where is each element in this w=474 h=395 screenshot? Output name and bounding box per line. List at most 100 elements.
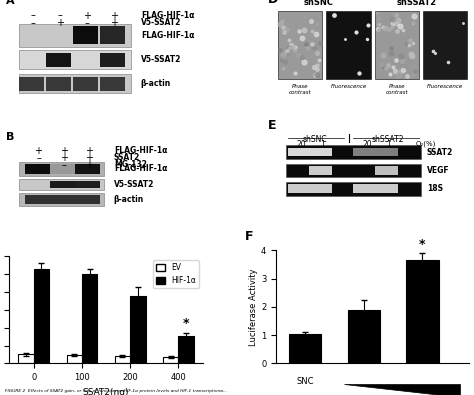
Bar — [75, 181, 100, 188]
Text: O₂(%): O₂(%) — [415, 140, 436, 147]
Bar — [50, 195, 75, 204]
Text: FIGURE 2  Effects of SSAT2 gain- or loss-of function on HIF-1α protein levels an: FIGURE 2 Effects of SSAT2 gain- or loss-… — [5, 389, 227, 393]
Text: D: D — [268, 0, 279, 6]
Text: –: – — [30, 11, 35, 21]
Bar — [25, 195, 50, 204]
Text: +: + — [60, 145, 68, 156]
Text: shSSAT2: shSSAT2 — [372, 135, 404, 144]
Bar — [178, 336, 194, 363]
Text: V5-SSAT2: V5-SSAT2 — [114, 180, 154, 189]
Text: –: – — [57, 11, 62, 21]
Text: +: + — [35, 145, 43, 156]
X-axis label: SSAT2(ng): SSAT2(ng) — [83, 387, 129, 395]
Text: V5-SSAT2: V5-SSAT2 — [141, 19, 181, 28]
Text: FLAG-HIF-1α: FLAG-HIF-1α — [114, 164, 167, 173]
Text: F: F — [245, 231, 254, 243]
Text: 20: 20 — [362, 140, 372, 149]
Bar — [73, 26, 98, 44]
Bar — [46, 53, 71, 67]
Bar — [18, 354, 34, 363]
Bar — [309, 184, 332, 193]
Bar — [50, 164, 75, 174]
Bar — [286, 182, 421, 196]
Bar — [100, 53, 126, 67]
Bar — [309, 148, 332, 156]
Bar — [326, 11, 371, 79]
Text: Phase
contrast: Phase contrast — [289, 84, 311, 95]
Bar — [50, 181, 75, 188]
Text: 18S: 18S — [427, 184, 443, 193]
Text: +: + — [85, 153, 93, 163]
Text: Fluorescence: Fluorescence — [427, 84, 463, 89]
Y-axis label: Luciferase Activity: Luciferase Activity — [249, 268, 258, 346]
Text: SNC: SNC — [297, 377, 314, 386]
Bar — [406, 260, 438, 363]
Text: 1: 1 — [386, 140, 391, 149]
Text: β-actin: β-actin — [114, 195, 144, 204]
Bar — [374, 11, 419, 79]
Legend: EV, HIF-1α: EV, HIF-1α — [153, 260, 199, 288]
Bar — [100, 26, 126, 44]
Bar — [19, 77, 44, 90]
Bar — [19, 24, 131, 47]
Bar — [100, 77, 126, 90]
Text: –: – — [36, 153, 41, 163]
Text: +: + — [85, 145, 93, 156]
Bar — [423, 11, 467, 79]
Bar — [163, 357, 178, 363]
Bar — [115, 356, 130, 363]
Text: –: – — [84, 19, 89, 28]
Text: 1: 1 — [320, 140, 325, 149]
Bar — [374, 166, 398, 175]
Bar — [309, 166, 332, 175]
Text: shSSAT2: shSSAT2 — [397, 0, 437, 7]
Bar — [286, 145, 421, 159]
Text: +: + — [110, 19, 118, 28]
Text: *: * — [183, 317, 190, 330]
Text: shSNC: shSNC — [302, 135, 327, 144]
Bar — [130, 295, 146, 363]
Text: +: + — [60, 153, 68, 163]
Text: 20: 20 — [296, 140, 306, 149]
Bar — [286, 164, 421, 177]
Text: +: + — [110, 11, 118, 21]
Bar — [66, 356, 82, 363]
Text: MG-132: MG-132 — [114, 160, 146, 169]
Bar — [19, 50, 131, 70]
Bar — [278, 11, 322, 79]
Text: SSAT2: SSAT2 — [427, 148, 453, 157]
Bar — [19, 74, 131, 93]
Bar — [34, 269, 49, 363]
Bar — [289, 334, 321, 363]
Bar — [288, 184, 311, 193]
Text: *: * — [419, 238, 426, 251]
Bar — [25, 164, 50, 174]
Text: A: A — [6, 0, 14, 6]
Bar — [82, 274, 97, 363]
Bar — [46, 77, 71, 90]
Bar — [374, 184, 398, 193]
Text: B: B — [6, 132, 14, 142]
Text: +: + — [56, 19, 64, 28]
Bar — [288, 148, 311, 156]
Text: +: + — [83, 11, 91, 21]
Bar — [73, 77, 98, 90]
Bar — [353, 148, 376, 156]
Text: +: + — [85, 160, 93, 170]
Text: β-actin: β-actin — [141, 79, 171, 88]
Text: –: – — [61, 160, 66, 170]
Bar — [374, 148, 398, 156]
Text: SSAT2: SSAT2 — [114, 153, 140, 162]
Text: shSNC: shSNC — [303, 0, 334, 7]
Text: VEGF: VEGF — [427, 166, 449, 175]
Bar — [75, 164, 100, 174]
Text: FLAG-HIF-1α: FLAG-HIF-1α — [141, 11, 194, 19]
Text: FLAG-HIF-1α: FLAG-HIF-1α — [114, 145, 167, 154]
Polygon shape — [344, 384, 460, 395]
Bar — [19, 179, 104, 190]
Bar — [348, 310, 380, 363]
Bar — [19, 193, 104, 206]
Text: FLAG-HIF-1α: FLAG-HIF-1α — [141, 31, 194, 40]
Bar — [19, 162, 104, 176]
Text: Phase
contrast: Phase contrast — [385, 84, 408, 95]
